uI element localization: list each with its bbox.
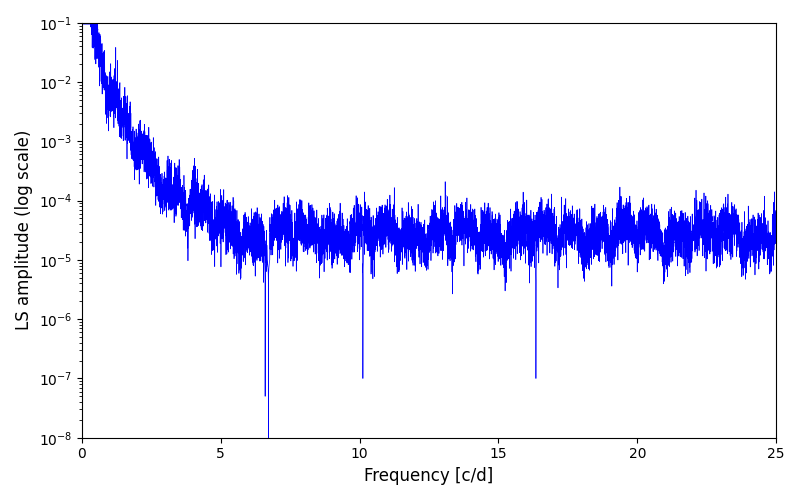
X-axis label: Frequency [c/d]: Frequency [c/d] (364, 467, 494, 485)
Y-axis label: LS amplitude (log scale): LS amplitude (log scale) (15, 130, 33, 330)
